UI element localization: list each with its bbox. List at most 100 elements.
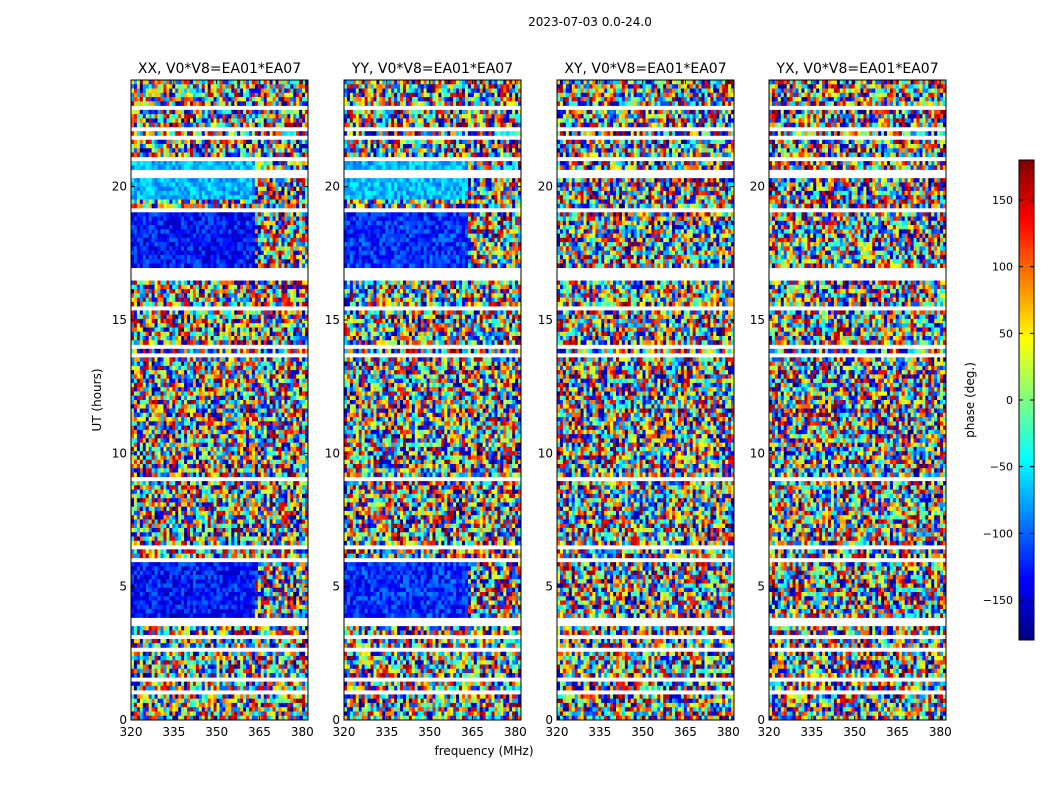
heatmap-cell: [205, 383, 208, 388]
heatmap-cell: [243, 191, 246, 196]
heatmap-cell: [222, 430, 225, 435]
heatmap-cell: [175, 242, 178, 247]
heatmap-cell: [214, 118, 217, 123]
heatmap-cell: [172, 293, 175, 298]
heatmap-cell: [169, 225, 172, 230]
heatmap-cell: [243, 101, 246, 106]
heatmap-cell: [243, 336, 246, 341]
heatmap-cell: [299, 409, 302, 414]
heatmap-cell: [134, 293, 137, 298]
heatmap-cell: [279, 451, 282, 456]
heatmap-cell: [302, 238, 305, 243]
heatmap-cell: [234, 468, 237, 473]
heatmap-cell: [172, 362, 175, 367]
heatmap-cell: [220, 84, 223, 89]
heatmap-cell: [302, 204, 305, 209]
heatmap-cell: [161, 238, 164, 243]
heatmap-cell: [264, 464, 267, 469]
heatmap-cell: [279, 468, 282, 473]
heatmap-cell: [155, 234, 158, 239]
heatmap-cell: [252, 118, 255, 123]
heatmap-cell: [279, 97, 282, 102]
heatmap-cell: [302, 131, 305, 136]
heatmap-cell: [276, 413, 279, 418]
heatmap-cell: [140, 383, 143, 388]
heatmap-cell: [273, 387, 276, 392]
heatmap-cell: [249, 357, 252, 362]
heatmap-cell: [175, 302, 178, 307]
heatmap-cell: [299, 123, 302, 128]
heatmap-cell: [208, 310, 211, 315]
heatmap-cell: [193, 187, 196, 192]
heatmap-cell: [193, 161, 196, 166]
heatmap-cell: [258, 468, 261, 473]
heatmap-cell: [243, 110, 246, 115]
heatmap-cell: [276, 315, 279, 320]
heatmap-cell: [222, 409, 225, 414]
heatmap-cell: [296, 481, 299, 486]
heatmap-cell: [267, 131, 270, 136]
heatmap-cell: [267, 387, 270, 392]
heatmap-cell: [299, 464, 302, 469]
heatmap-cell: [214, 391, 217, 396]
heatmap-cell: [237, 434, 240, 439]
heatmap-cell: [220, 144, 223, 149]
heatmap-cell: [178, 391, 181, 396]
heatmap-cell: [190, 281, 193, 286]
heatmap-cell: [214, 362, 217, 367]
heatmap-cell: [163, 195, 166, 200]
heatmap-cell: [134, 332, 137, 337]
heatmap-cell: [273, 89, 276, 94]
heatmap-cell: [211, 443, 214, 448]
heatmap-cell: [228, 400, 231, 405]
heatmap-cell: [193, 391, 196, 396]
heatmap-cell: [175, 217, 178, 222]
heatmap-cell: [237, 336, 240, 341]
heatmap-cell: [296, 289, 299, 294]
heatmap-cell: [202, 191, 205, 196]
heatmap-cell: [178, 84, 181, 89]
heatmap-cell: [287, 400, 290, 405]
heatmap-cell: [202, 490, 205, 495]
heatmap-cell: [287, 447, 290, 452]
heatmap-cell: [202, 195, 205, 200]
heatmap-cell: [196, 293, 199, 298]
heatmap-cell: [279, 455, 282, 460]
heatmap-cell: [287, 464, 290, 469]
heatmap-cell: [199, 451, 202, 456]
heatmap-cell: [261, 165, 264, 170]
heatmap-cell: [158, 229, 161, 234]
heatmap-cell: [287, 383, 290, 388]
heatmap-cell: [187, 490, 190, 495]
heatmap-cell: [264, 246, 267, 251]
heatmap-cell: [205, 310, 208, 315]
heatmap-cell: [161, 289, 164, 294]
heatmap-cell: [252, 246, 255, 251]
heatmap-cell: [149, 123, 152, 128]
heatmap-cell: [296, 366, 299, 371]
heatmap-cell: [205, 327, 208, 332]
heatmap-cell: [228, 153, 231, 158]
heatmap-cell: [140, 255, 143, 260]
heatmap-cell: [161, 323, 164, 328]
heatmap-cell: [276, 285, 279, 290]
heatmap-cell: [149, 221, 152, 226]
heatmap-cell: [196, 234, 199, 239]
heatmap-cell: [205, 225, 208, 230]
heatmap-cell: [249, 362, 252, 367]
heatmap-cell: [166, 396, 169, 401]
heatmap-cell: [267, 114, 270, 119]
heatmap-cell: [169, 460, 172, 465]
heatmap-cell: [211, 101, 214, 106]
heatmap-cell: [143, 140, 146, 145]
heatmap-cell: [196, 430, 199, 435]
heatmap-cell: [169, 374, 172, 379]
heatmap-cell: [217, 464, 220, 469]
heatmap-cell: [222, 396, 225, 401]
heatmap-cell: [273, 281, 276, 286]
heatmap-cell: [140, 417, 143, 422]
heatmap-cell: [217, 302, 220, 307]
heatmap-cell: [284, 225, 287, 230]
heatmap-cell: [293, 451, 296, 456]
heatmap-cell: [264, 293, 267, 298]
